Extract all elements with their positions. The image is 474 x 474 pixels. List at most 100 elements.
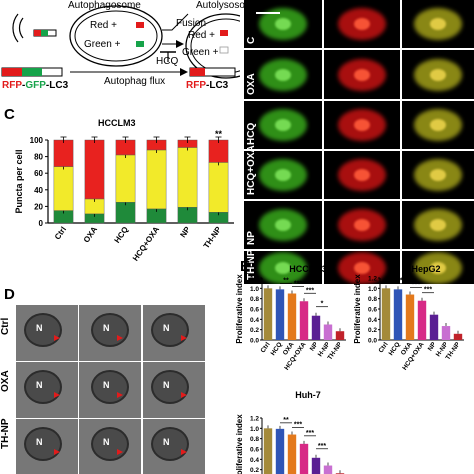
em-cell: N bbox=[143, 419, 205, 474]
gfp-text: GFP bbox=[25, 80, 46, 91]
cell-puncta bbox=[275, 18, 291, 30]
em-nucleus-label: N bbox=[163, 380, 170, 390]
em-nucleus-label: N bbox=[36, 380, 43, 390]
panel-e-label: E bbox=[240, 258, 251, 275]
cell-puncta bbox=[430, 261, 446, 274]
microscopy-row-label: HCQ bbox=[246, 122, 257, 145]
chart-e-ytick-label: 1.0 bbox=[250, 286, 259, 293]
fusion-label: Fusion bbox=[176, 18, 207, 29]
chart-c-bar-segment bbox=[84, 139, 105, 200]
chart-c-ytick-label: 60 bbox=[34, 169, 43, 178]
chart-c-bar-segment bbox=[53, 166, 74, 211]
microscopy-row-label: NP bbox=[246, 231, 257, 245]
chart-e-bar bbox=[311, 315, 321, 340]
em-nucleus bbox=[91, 313, 129, 347]
chart-e-ylabel: Proliferative index bbox=[353, 274, 362, 344]
chart-e-ytick-label: 0.2 bbox=[368, 327, 377, 334]
chart-e-xtick-label: HCQ bbox=[388, 341, 402, 357]
microscopy-cell bbox=[244, 151, 322, 199]
microscopy-cell bbox=[324, 50, 400, 99]
chart-e-ytick-label: 0.6 bbox=[368, 307, 377, 314]
microscopy-cell bbox=[244, 50, 322, 99]
chart-e-ytick-label: 0.4 bbox=[368, 317, 377, 324]
cell-puncta bbox=[275, 68, 291, 81]
cell-puncta bbox=[275, 219, 291, 231]
green-plus-label: Green + bbox=[84, 39, 121, 50]
chart-e-ytick-label: 0.0 bbox=[250, 338, 259, 345]
dash-1: - bbox=[22, 80, 26, 91]
em-nucleus bbox=[24, 370, 62, 404]
chart-e-significance: ** bbox=[283, 277, 289, 284]
em-nucleus bbox=[91, 427, 129, 461]
chart-e-bar bbox=[299, 443, 309, 474]
chart-c-bar-segment bbox=[177, 147, 198, 208]
microscopy-cell bbox=[402, 251, 474, 284]
em-cell: N bbox=[79, 419, 141, 474]
em-cell: N bbox=[16, 419, 78, 474]
microscopy-cell bbox=[244, 101, 322, 149]
chart-e-bar bbox=[453, 333, 463, 340]
dash-2: - bbox=[45, 80, 50, 91]
em-arrow bbox=[181, 392, 187, 398]
em-cell: N bbox=[79, 362, 141, 418]
chart-e-ytick-label: 1.2 bbox=[250, 416, 259, 423]
chart-e-bar bbox=[417, 300, 427, 340]
microscopy-cell bbox=[324, 201, 400, 249]
chart-e-bar bbox=[299, 301, 309, 340]
cell-puncta bbox=[354, 18, 370, 30]
em-nucleus-label: N bbox=[103, 323, 110, 333]
em-cell: N bbox=[143, 362, 205, 418]
cell-puncta bbox=[354, 169, 370, 181]
chart-e-ytick-label: 0.8 bbox=[250, 436, 259, 443]
chart-e-ytick-label: 0.0 bbox=[368, 338, 377, 345]
chart-e-bar bbox=[275, 289, 285, 340]
chart-e-ytick-label: 0.8 bbox=[250, 296, 259, 303]
chart-e-bar bbox=[263, 428, 273, 474]
chart-e-bar bbox=[275, 428, 285, 474]
panel-c-label: C bbox=[4, 106, 15, 123]
chart-e-significance: *** bbox=[294, 422, 302, 429]
chart-e-ytick-label: 1.2 bbox=[250, 276, 259, 283]
chart-e-significance: *** bbox=[412, 282, 420, 289]
cell-puncta bbox=[275, 169, 291, 181]
chart-e-significance: *** bbox=[400, 277, 408, 284]
cell-puncta bbox=[354, 68, 370, 81]
chart-e-bar bbox=[335, 331, 345, 340]
chart-c-ytick-label: 40 bbox=[34, 186, 43, 195]
microscopy-cell bbox=[244, 251, 322, 284]
panel-d-label: D bbox=[4, 286, 15, 303]
chart-c-ytick-label: 0 bbox=[39, 219, 44, 228]
chart-e-ytick-label: 0.2 bbox=[250, 327, 259, 334]
chart-c-significance: ** bbox=[215, 129, 223, 139]
red-plus-label: Red + bbox=[90, 20, 117, 31]
microscopy-cell bbox=[402, 151, 474, 199]
chart-c-xtick-label: NP bbox=[178, 224, 192, 239]
chart-c-title: HCCLM3 bbox=[98, 118, 136, 128]
cell-puncta bbox=[430, 119, 446, 131]
red-minus-label: Red + bbox=[188, 30, 215, 41]
lc3-text-2: LC3 bbox=[209, 80, 229, 91]
chart-e-bar bbox=[405, 294, 415, 340]
em-nucleus-label: N bbox=[103, 437, 110, 447]
em-row-label: TH-NP bbox=[0, 418, 11, 449]
panel-e-hepg2-chart: HepG2 Proliferative index 0.0 0.2 0.4 0.6 0.8 1… bbox=[353, 264, 464, 372]
chart-e-significance: *** bbox=[424, 287, 432, 294]
em-nucleus-label: N bbox=[36, 323, 43, 333]
hcq-label: HCQ bbox=[156, 56, 179, 67]
em-cell: N bbox=[16, 305, 78, 361]
chart-e-ytick-label: 0.6 bbox=[250, 447, 259, 454]
chart-e-title: HepG2 bbox=[411, 264, 440, 274]
rfp-lc3-construct-label: RFP-LC3 bbox=[186, 80, 228, 91]
chart-c-bar-segment bbox=[115, 154, 136, 203]
em-arrow bbox=[181, 335, 187, 341]
microscopy-row-label: OXA bbox=[246, 73, 257, 95]
chart-e-significance: *** bbox=[306, 287, 314, 294]
em-nucleus bbox=[151, 313, 189, 347]
cell-puncta bbox=[354, 261, 370, 274]
chart-c-ytick-label: 80 bbox=[34, 153, 43, 162]
chart-e-significance: ** bbox=[283, 417, 289, 424]
cell-puncta bbox=[430, 219, 446, 231]
chart-e-xtick-label: NP bbox=[309, 341, 320, 353]
chart-e-significance: * bbox=[321, 301, 324, 308]
em-arrow bbox=[181, 449, 187, 455]
